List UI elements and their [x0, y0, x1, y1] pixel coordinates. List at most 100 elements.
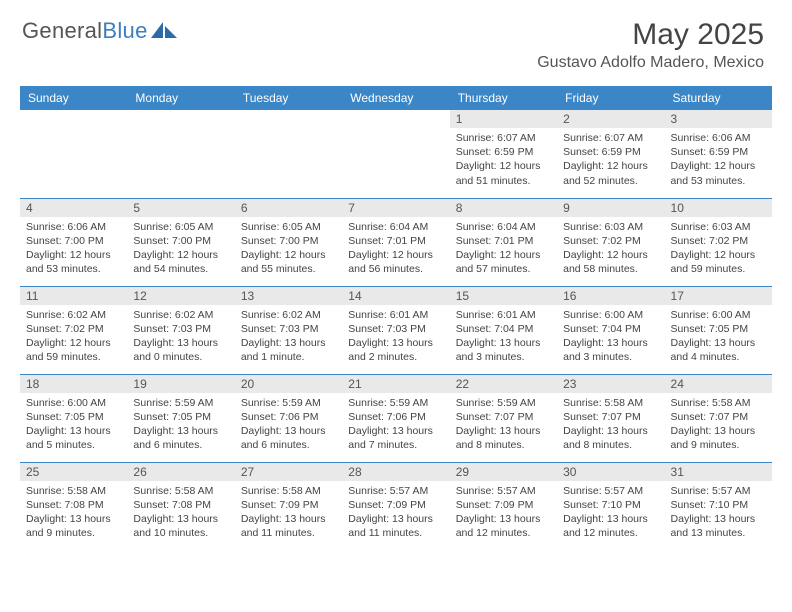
day-details: Sunrise: 6:00 AMSunset: 7:04 PMDaylight:…: [557, 305, 664, 367]
day-details: Sunrise: 6:06 AMSunset: 7:00 PMDaylight:…: [20, 217, 127, 279]
header: GeneralBlue May 2025 Gustavo Adolfo Made…: [0, 0, 792, 80]
day-details: Sunrise: 5:59 AMSunset: 7:06 PMDaylight:…: [342, 393, 449, 455]
day-details: Sunrise: 6:03 AMSunset: 7:02 PMDaylight:…: [665, 217, 772, 279]
day-number: 1: [450, 110, 557, 128]
calendar-row: 11Sunrise: 6:02 AMSunset: 7:02 PMDayligh…: [20, 286, 772, 374]
calendar-cell: 4Sunrise: 6:06 AMSunset: 7:00 PMDaylight…: [20, 198, 127, 286]
calendar-cell: 1Sunrise: 6:07 AMSunset: 6:59 PMDaylight…: [450, 110, 557, 198]
calendar-cell: 25Sunrise: 5:58 AMSunset: 7:08 PMDayligh…: [20, 462, 127, 550]
weekday-header: Tuesday: [235, 86, 342, 110]
calendar-row: 18Sunrise: 6:00 AMSunset: 7:05 PMDayligh…: [20, 374, 772, 462]
calendar-cell-empty: [20, 110, 127, 198]
day-details: Sunrise: 5:57 AMSunset: 7:09 PMDaylight:…: [342, 481, 449, 543]
calendar-cell: 14Sunrise: 6:01 AMSunset: 7:03 PMDayligh…: [342, 286, 449, 374]
calendar-cell: 17Sunrise: 6:00 AMSunset: 7:05 PMDayligh…: [665, 286, 772, 374]
calendar-cell: 15Sunrise: 6:01 AMSunset: 7:04 PMDayligh…: [450, 286, 557, 374]
day-number: 13: [235, 287, 342, 305]
logo-part1: General: [22, 18, 102, 43]
day-details: Sunrise: 6:05 AMSunset: 7:00 PMDaylight:…: [127, 217, 234, 279]
calendar-row: 1Sunrise: 6:07 AMSunset: 6:59 PMDaylight…: [20, 110, 772, 198]
calendar-cell: 22Sunrise: 5:59 AMSunset: 7:07 PMDayligh…: [450, 374, 557, 462]
day-number: 20: [235, 375, 342, 393]
calendar-cell: 8Sunrise: 6:04 AMSunset: 7:01 PMDaylight…: [450, 198, 557, 286]
day-details: Sunrise: 6:03 AMSunset: 7:02 PMDaylight:…: [557, 217, 664, 279]
day-details: Sunrise: 6:02 AMSunset: 7:03 PMDaylight:…: [127, 305, 234, 367]
calendar-cell: 6Sunrise: 6:05 AMSunset: 7:00 PMDaylight…: [235, 198, 342, 286]
day-details: Sunrise: 6:05 AMSunset: 7:00 PMDaylight:…: [235, 217, 342, 279]
day-details: Sunrise: 6:02 AMSunset: 7:03 PMDaylight:…: [235, 305, 342, 367]
calendar-table: SundayMondayTuesdayWednesdayThursdayFrid…: [20, 86, 772, 550]
calendar-cell: 23Sunrise: 5:58 AMSunset: 7:07 PMDayligh…: [557, 374, 664, 462]
calendar-cell: 10Sunrise: 6:03 AMSunset: 7:02 PMDayligh…: [665, 198, 772, 286]
calendar-cell: 27Sunrise: 5:58 AMSunset: 7:09 PMDayligh…: [235, 462, 342, 550]
day-details: Sunrise: 5:59 AMSunset: 7:05 PMDaylight:…: [127, 393, 234, 455]
weekday-header: Wednesday: [342, 86, 449, 110]
day-details: Sunrise: 6:04 AMSunset: 7:01 PMDaylight:…: [450, 217, 557, 279]
calendar-cell: 29Sunrise: 5:57 AMSunset: 7:09 PMDayligh…: [450, 462, 557, 550]
day-number: 3: [665, 110, 772, 128]
day-details: Sunrise: 6:04 AMSunset: 7:01 PMDaylight:…: [342, 217, 449, 279]
calendar-cell: 11Sunrise: 6:02 AMSunset: 7:02 PMDayligh…: [20, 286, 127, 374]
weekday-header: Friday: [557, 86, 664, 110]
title-block: May 2025 Gustavo Adolfo Madero, Mexico: [537, 18, 764, 72]
day-details: Sunrise: 5:58 AMSunset: 7:09 PMDaylight:…: [235, 481, 342, 543]
logo-sail-icon: [151, 20, 177, 40]
logo-part2: Blue: [102, 18, 147, 43]
day-number: 23: [557, 375, 664, 393]
calendar-cell: 16Sunrise: 6:00 AMSunset: 7:04 PMDayligh…: [557, 286, 664, 374]
day-details: Sunrise: 6:00 AMSunset: 7:05 PMDaylight:…: [20, 393, 127, 455]
weekday-header: Sunday: [20, 86, 127, 110]
day-number: 9: [557, 199, 664, 217]
calendar-cell: 28Sunrise: 5:57 AMSunset: 7:09 PMDayligh…: [342, 462, 449, 550]
calendar-cell: 20Sunrise: 5:59 AMSunset: 7:06 PMDayligh…: [235, 374, 342, 462]
calendar-cell: 2Sunrise: 6:07 AMSunset: 6:59 PMDaylight…: [557, 110, 664, 198]
calendar-cell: 5Sunrise: 6:05 AMSunset: 7:00 PMDaylight…: [127, 198, 234, 286]
weekday-header-row: SundayMondayTuesdayWednesdayThursdayFrid…: [20, 86, 772, 110]
day-number: 4: [20, 199, 127, 217]
day-number: 15: [450, 287, 557, 305]
calendar-cell: 30Sunrise: 5:57 AMSunset: 7:10 PMDayligh…: [557, 462, 664, 550]
day-number: 29: [450, 463, 557, 481]
day-number: 22: [450, 375, 557, 393]
day-number: 21: [342, 375, 449, 393]
logo-text: GeneralBlue: [22, 18, 148, 44]
day-details: Sunrise: 5:59 AMSunset: 7:06 PMDaylight:…: [235, 393, 342, 455]
calendar-cell: 31Sunrise: 5:57 AMSunset: 7:10 PMDayligh…: [665, 462, 772, 550]
day-details: Sunrise: 6:00 AMSunset: 7:05 PMDaylight:…: [665, 305, 772, 367]
day-number: 7: [342, 199, 449, 217]
calendar-cell: 18Sunrise: 6:00 AMSunset: 7:05 PMDayligh…: [20, 374, 127, 462]
calendar-cell: 12Sunrise: 6:02 AMSunset: 7:03 PMDayligh…: [127, 286, 234, 374]
day-details: Sunrise: 5:58 AMSunset: 7:07 PMDaylight:…: [665, 393, 772, 455]
day-number: 28: [342, 463, 449, 481]
day-details: Sunrise: 5:57 AMSunset: 7:09 PMDaylight:…: [450, 481, 557, 543]
day-number: 18: [20, 375, 127, 393]
day-number: 19: [127, 375, 234, 393]
day-details: Sunrise: 5:58 AMSunset: 7:08 PMDaylight:…: [20, 481, 127, 543]
day-number: 12: [127, 287, 234, 305]
day-number: 27: [235, 463, 342, 481]
day-details: Sunrise: 6:01 AMSunset: 7:03 PMDaylight:…: [342, 305, 449, 367]
day-details: Sunrise: 5:59 AMSunset: 7:07 PMDaylight:…: [450, 393, 557, 455]
day-number: 24: [665, 375, 772, 393]
day-number: 31: [665, 463, 772, 481]
day-details: Sunrise: 6:01 AMSunset: 7:04 PMDaylight:…: [450, 305, 557, 367]
calendar-cell: 9Sunrise: 6:03 AMSunset: 7:02 PMDaylight…: [557, 198, 664, 286]
day-number: 5: [127, 199, 234, 217]
calendar-row: 25Sunrise: 5:58 AMSunset: 7:08 PMDayligh…: [20, 462, 772, 550]
calendar-row: 4Sunrise: 6:06 AMSunset: 7:00 PMDaylight…: [20, 198, 772, 286]
calendar-cell-empty: [235, 110, 342, 198]
calendar-cell-empty: [342, 110, 449, 198]
weekday-header: Saturday: [665, 86, 772, 110]
day-details: Sunrise: 5:58 AMSunset: 7:07 PMDaylight:…: [557, 393, 664, 455]
day-number: 26: [127, 463, 234, 481]
day-number: 17: [665, 287, 772, 305]
day-number: 11: [20, 287, 127, 305]
location: Gustavo Adolfo Madero, Mexico: [537, 54, 764, 72]
weekday-header: Thursday: [450, 86, 557, 110]
calendar-cell: 13Sunrise: 6:02 AMSunset: 7:03 PMDayligh…: [235, 286, 342, 374]
month-title: May 2025: [537, 18, 764, 52]
day-details: Sunrise: 6:07 AMSunset: 6:59 PMDaylight:…: [557, 128, 664, 190]
day-details: Sunrise: 6:06 AMSunset: 6:59 PMDaylight:…: [665, 128, 772, 190]
day-details: Sunrise: 5:58 AMSunset: 7:08 PMDaylight:…: [127, 481, 234, 543]
day-details: Sunrise: 5:57 AMSunset: 7:10 PMDaylight:…: [665, 481, 772, 543]
